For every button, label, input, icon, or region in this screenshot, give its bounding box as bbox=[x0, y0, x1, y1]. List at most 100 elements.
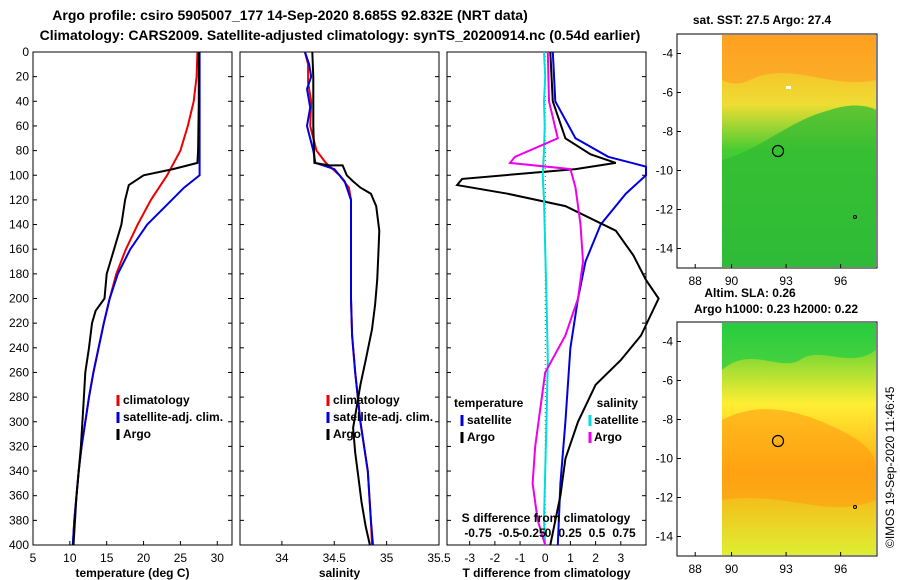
temp-legend-label: Argo bbox=[123, 427, 151, 441]
top-axis-tick-label: 0.25 bbox=[558, 526, 582, 540]
legend-temperature-label: Argo bbox=[467, 430, 495, 444]
depth-tick-label: 220 bbox=[9, 316, 29, 330]
temp-legend-label: climatology bbox=[123, 393, 190, 407]
sst-map-orange-patch bbox=[722, 35, 876, 84]
diff-xtick-label: -3 bbox=[464, 551, 475, 565]
depth-tick-label: 40 bbox=[16, 94, 30, 108]
sla-ytick-label: -8 bbox=[662, 413, 673, 427]
depth-tick-label: 100 bbox=[9, 168, 29, 182]
sst-xtick-label: 96 bbox=[834, 274, 848, 288]
sal-legend-label: Argo bbox=[333, 427, 361, 441]
sla-ytick-label: -14 bbox=[656, 530, 674, 544]
title-line-2: Climatology: CARS2009. Satellite-adjuste… bbox=[40, 27, 641, 43]
top-axis-label: S difference from climatology bbox=[462, 511, 631, 525]
sal-xtick-label: 34 bbox=[275, 551, 289, 565]
top-axis-tick-label: 0.75 bbox=[612, 526, 636, 540]
legend-salinity-label: Argo bbox=[594, 430, 622, 444]
sst-xtick-label: 93 bbox=[779, 274, 793, 288]
sst-map-axes: 88 90 93 96 -4 -6 -8 -10 -12 -14 bbox=[656, 47, 848, 289]
top-axis-tick-label: 0.5 bbox=[589, 526, 606, 540]
top-axis-tick-label: -0.75 bbox=[464, 526, 492, 540]
temp-plot-frame bbox=[32, 51, 233, 546]
sla-argo-marker bbox=[771, 434, 785, 448]
temperature-panel: 5 10 15 20 25 30 temperature (deg C) 0 20 40 60 80 1… bbox=[9, 45, 233, 580]
temp-xtick-label: 10 bbox=[63, 551, 77, 565]
sst-map bbox=[676, 33, 878, 269]
top-axis-tick-label: 0 bbox=[545, 526, 552, 540]
depth-tick-label: 120 bbox=[9, 193, 29, 207]
depth-tick-label: 260 bbox=[9, 365, 29, 379]
sla-xtick-label: 88 bbox=[689, 562, 703, 576]
depth-tick-label: 360 bbox=[9, 489, 29, 503]
sal-legend-label: satellite-adj. clim. bbox=[333, 410, 433, 424]
sst-ytick-label: -4 bbox=[662, 47, 673, 61]
sal-series-argo bbox=[311, 51, 381, 546]
salinity-panel: 34 34.5 35 35.5 salinity climatology satellite… bbox=[239, 51, 451, 580]
depth-tick-label: 60 bbox=[16, 119, 30, 133]
sla-map-title: Altim. SLA: 0.26 bbox=[704, 286, 796, 300]
sst-ytick-label: -6 bbox=[662, 86, 673, 100]
sla-map-orange-core bbox=[722, 409, 876, 508]
difference-panel: -3 -2 -1 0 1 2 3T difference from climatology t… bbox=[446, 51, 660, 580]
sst-small-marker bbox=[853, 215, 857, 219]
depth-tick-label: 0 bbox=[22, 45, 29, 59]
sla-map-green-top bbox=[722, 323, 876, 370]
diff-series-s-satellite bbox=[541, 51, 549, 546]
sal-series-satellite-adj-clim- bbox=[303, 51, 374, 546]
sst-xtick-label: 88 bbox=[689, 274, 703, 288]
sla-map-axes: 88 90 93 96 -4 -6 -8 -10 -12 -14 bbox=[656, 335, 848, 577]
diff-xtick-label: 1 bbox=[567, 551, 574, 565]
temp-xlabel: temperature (deg C) bbox=[75, 566, 189, 580]
temp-xtick-label: 5 bbox=[30, 551, 37, 565]
depth-tick-label: 400 bbox=[9, 538, 29, 552]
sst-map-title: sat. SST: 27.5 Argo: 27.4 bbox=[693, 13, 832, 27]
diff-xlabel: T difference from climatology bbox=[462, 566, 630, 580]
sst-map-white-pixel bbox=[786, 86, 791, 89]
legend-salinity-header: salinity bbox=[597, 396, 639, 410]
diff-xtick-label: 2 bbox=[592, 551, 599, 565]
temp-xtick-label: 30 bbox=[211, 551, 225, 565]
temp-xtick-label: 15 bbox=[100, 551, 114, 565]
temp-legend-label: satellite-adj. clim. bbox=[123, 410, 223, 424]
temp-xtick-label: 25 bbox=[174, 551, 188, 565]
sla-xtick-label: 90 bbox=[725, 562, 739, 576]
sal-plot-frame bbox=[239, 51, 440, 546]
sal-xtick-label: 35 bbox=[380, 551, 394, 565]
depth-tick-label: 180 bbox=[9, 267, 29, 281]
temp-xtick-label: 20 bbox=[137, 551, 151, 565]
depth-tick-label: 160 bbox=[9, 242, 29, 256]
legend-temperature-label: satellite bbox=[467, 413, 512, 427]
sal-xtick-label: 34.5 bbox=[323, 551, 347, 565]
diff-series-t-argo bbox=[455, 51, 660, 546]
depth-tick-label: 80 bbox=[16, 144, 30, 158]
sal-xlabel: salinity bbox=[319, 566, 361, 580]
depth-tick-label: 340 bbox=[9, 464, 29, 478]
sla-xtick-label: 96 bbox=[834, 562, 848, 576]
depth-tick-label: 380 bbox=[9, 513, 29, 527]
diff-xtick-label: -2 bbox=[490, 551, 501, 565]
legend-salinity-label: satellite bbox=[594, 413, 639, 427]
sst-ytick-label: -8 bbox=[662, 125, 673, 139]
sla-ytick-label: -10 bbox=[656, 452, 674, 466]
title-line-1: Argo profile: csiro 5905007_177 14-Sep-2… bbox=[52, 7, 527, 23]
depth-tick-label: 140 bbox=[9, 218, 29, 232]
depth-tick-label: 200 bbox=[9, 292, 29, 306]
sla-small-marker bbox=[853, 505, 857, 509]
diff-xtick-label: -1 bbox=[515, 551, 526, 565]
sla-map-subtitle: Argo h1000: 0.23 h2000: 0.22 bbox=[694, 302, 858, 316]
depth-tick-label: 280 bbox=[9, 390, 29, 404]
sst-ytick-label: -10 bbox=[656, 164, 674, 178]
depth-tick-label: 240 bbox=[9, 341, 29, 355]
sst-xtick-label: 90 bbox=[725, 274, 739, 288]
legend-temperature-header: temperature bbox=[454, 396, 524, 410]
sla-xtick-label: 93 bbox=[779, 562, 793, 576]
diff-xtick-label: 0 bbox=[542, 551, 549, 565]
diff-xtick-label: 3 bbox=[617, 551, 624, 565]
sal-legend-label: climatology bbox=[333, 393, 400, 407]
depth-tick-label: 300 bbox=[9, 415, 29, 429]
sst-ytick-label: -12 bbox=[656, 203, 674, 217]
top-axis-tick-label: -0.5 bbox=[499, 526, 520, 540]
depth-tick-label: 20 bbox=[16, 70, 30, 84]
sst-argo-marker bbox=[771, 144, 785, 158]
